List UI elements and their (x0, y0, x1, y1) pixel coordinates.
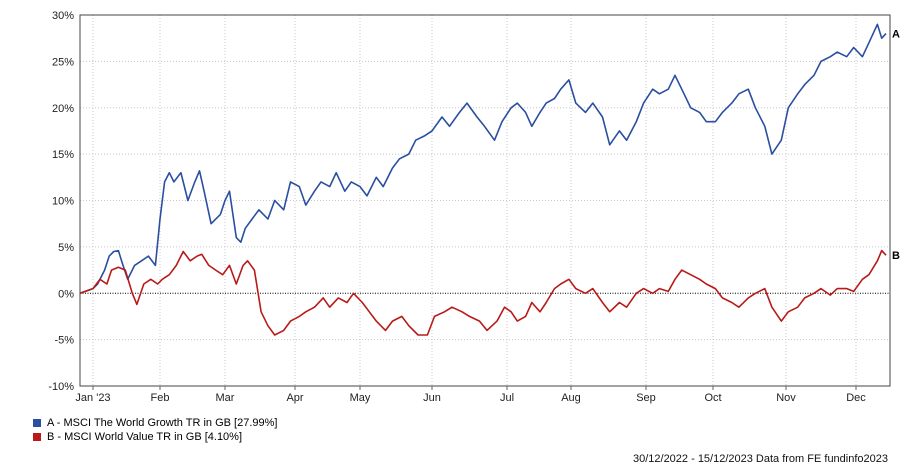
legend-item-b[interactable]: B - MSCI World Value TR in GB [4.10%] (33, 430, 277, 444)
legend-item-a[interactable]: A - MSCI The World Growth TR in GB [27.9… (33, 416, 277, 430)
y-tick-label: 10% (52, 196, 74, 208)
y-tick-label: 30% (52, 10, 74, 22)
x-tick-label: Jun (423, 392, 441, 404)
plot-frame (79, 14, 891, 387)
x-tick-label: Mar (216, 392, 235, 404)
series-end-label-a: A (892, 29, 900, 41)
x-axis-ticks: Jan '23 Feb Mar Apr May Jun Jul Aug Sep Oct Nov Dec (75, 386, 866, 404)
series-line-a (79, 23, 887, 295)
y-tick-label: 5% (58, 242, 74, 254)
legend-label-b: B - MSCI World Value TR in GB [4.10%] (47, 431, 243, 443)
x-tick-label: Dec (846, 392, 866, 404)
x-tick-label: Feb (151, 392, 170, 404)
x-tick-label: Apr (286, 392, 303, 404)
data-source-footer: 30/12/2022 - 15/12/2023 Data from FE fun… (632, 453, 888, 465)
x-tick-label: Nov (776, 392, 796, 404)
y-tick-label: 20% (52, 103, 74, 115)
plot-area-border (79, 14, 891, 387)
x-tick-label: Oct (704, 392, 721, 404)
y-axis-ticks: -10% -5% 0% 5% 10% 15% 20% 25% 30% (48, 10, 74, 393)
x-tick-label: Jul (500, 392, 514, 404)
x-tick-label: May (350, 392, 371, 404)
y-tick-label: -5% (54, 335, 74, 347)
gridlines (80, 14, 890, 387)
x-gridlines (92, 15, 857, 386)
legend-label-a: A - MSCI The World Growth TR in GB [27.9… (47, 417, 278, 429)
series-lines (79, 23, 887, 336)
legend-swatch-b (33, 433, 41, 441)
series-end-labels: AB (892, 29, 900, 263)
y-tick-label: 0% (58, 288, 74, 300)
legend-swatch-a (33, 419, 41, 427)
x-tick-label: Aug (561, 392, 581, 404)
series-line-b (79, 249, 887, 336)
y-tick-label: 25% (52, 56, 74, 68)
x-tick-label: Jan '23 (75, 392, 110, 404)
y-tick-label: 15% (52, 149, 74, 161)
legend: A - MSCI The World Growth TR in GB [27.9… (33, 416, 277, 444)
series-end-label-b: B (892, 250, 900, 262)
x-tick-label: Sep (636, 392, 656, 404)
y-tick-label: -10% (48, 381, 74, 393)
